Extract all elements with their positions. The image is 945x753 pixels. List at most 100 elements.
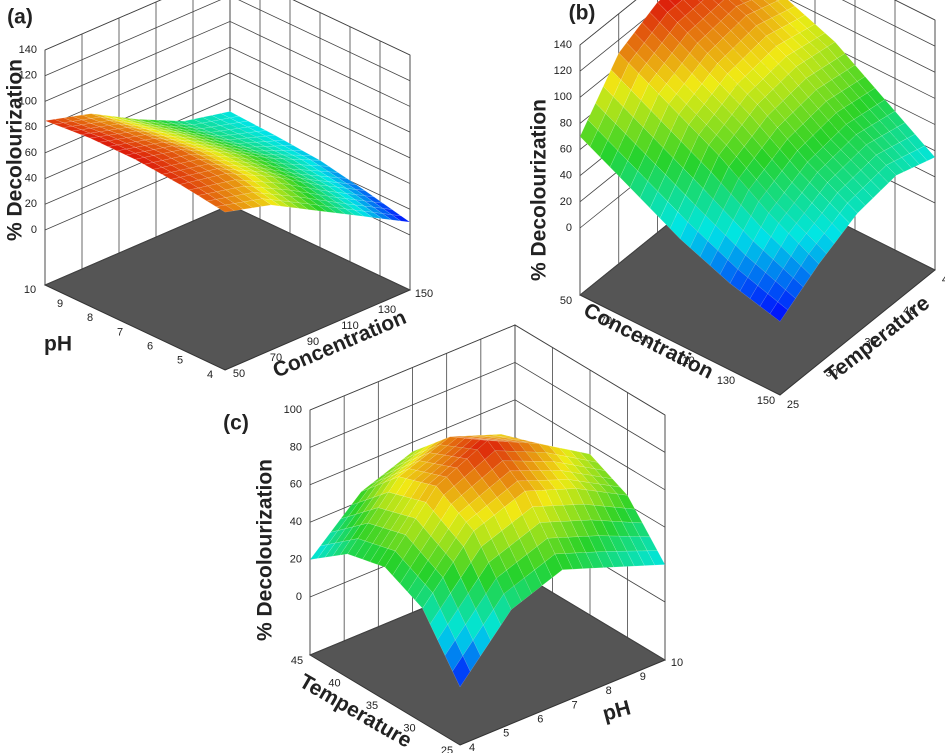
- surface-patch: [446, 437, 466, 447]
- surface-patch: [522, 506, 541, 531]
- surface-patch: [514, 490, 533, 516]
- surface-patch: [487, 440, 506, 452]
- z-tick-label: 120: [19, 70, 37, 82]
- surface-patch: [164, 123, 184, 128]
- z-tick-label: 80: [290, 441, 302, 453]
- surface-patch: [155, 119, 175, 125]
- surface-patch: [507, 441, 527, 453]
- x-tick-label: 150: [757, 395, 775, 407]
- grid-line: [44, 46, 411, 133]
- z-tick-label: 80: [25, 121, 37, 133]
- surface-patch: [236, 153, 256, 161]
- surface-patch: [909, 149, 928, 165]
- surface-patch: [605, 551, 625, 568]
- x-tick-label: 6: [537, 714, 543, 726]
- z-tick-label: 40: [290, 516, 302, 528]
- y-tick-label: 25: [787, 399, 799, 411]
- surface-patch: [808, 243, 827, 265]
- x-tick-label: 110: [341, 320, 359, 332]
- surface-patch: [475, 437, 494, 440]
- surface-patch: [326, 206, 346, 215]
- surface-patch: [44, 119, 65, 125]
- z-tick-label: 40: [25, 172, 37, 184]
- surface-patch: [270, 199, 290, 208]
- surface-patch: [464, 438, 483, 440]
- y-tick-label: 25: [441, 745, 453, 753]
- z-tick-label: 140: [19, 44, 37, 56]
- grid-line: [44, 20, 411, 107]
- surface-patch: [273, 145, 293, 151]
- surface-patch: [189, 165, 209, 174]
- y-tick-label: 45: [291, 655, 303, 667]
- surface-patch: [373, 212, 392, 221]
- surface-patch: [146, 124, 165, 129]
- surface-patch: [90, 116, 111, 123]
- z-tick-label: 100: [284, 404, 302, 416]
- surface-patch: [146, 119, 166, 124]
- x-tick-label: 8: [606, 685, 612, 697]
- z-tick-label: 100: [19, 95, 37, 107]
- x-tick-label: 70: [270, 352, 282, 364]
- surface-patch: [567, 536, 587, 554]
- surface-patch: [452, 655, 471, 688]
- surface-patch: [526, 545, 545, 571]
- surface-patch: [281, 174, 301, 182]
- x-tick-label: 5: [503, 728, 509, 740]
- z-tick-label: 0: [296, 591, 302, 603]
- surface-patch: [501, 522, 520, 547]
- z-tick-label: 0: [31, 224, 37, 236]
- surface-patch: [488, 436, 507, 439]
- y-tick-label: 8: [87, 312, 93, 324]
- surface-patch: [483, 608, 502, 641]
- surface-patch: [444, 446, 463, 457]
- surface-patch: [740, 0, 752, 4]
- surface-patch: [539, 521, 559, 539]
- surface-patch: [317, 542, 336, 559]
- surface-patch: [89, 121, 110, 128]
- surface-patch: [862, 180, 882, 199]
- y-tick-label: 40: [903, 305, 915, 317]
- x-tick-label: 50: [233, 368, 245, 380]
- surface-patch: [428, 475, 447, 487]
- grid-line: [579, 0, 936, 46]
- z-tick-label: 100: [554, 91, 572, 103]
- surface-patch: [554, 553, 574, 570]
- surface-patch: [423, 463, 443, 474]
- surface-patch: [480, 434, 499, 437]
- surface-patch: [476, 440, 496, 460]
- surface-patch: [588, 535, 607, 553]
- x-tick-label: 90: [640, 335, 652, 347]
- grid-line: [44, 0, 411, 82]
- surface-patch: [459, 448, 478, 459]
- x-tick-label: 150: [415, 288, 433, 300]
- surface-patch: [328, 176, 347, 184]
- z-tick-label: 40: [560, 170, 572, 182]
- grid-line: [309, 324, 666, 416]
- surface-patch: [215, 189, 236, 198]
- surface-patch: [500, 440, 519, 443]
- y-tick-label: 40: [328, 677, 340, 689]
- surface-patch: [282, 167, 301, 175]
- surface-patch: [467, 436, 486, 439]
- surface-patch: [506, 561, 525, 587]
- surface-patch: [367, 507, 387, 526]
- z-tick-label: 20: [25, 198, 37, 210]
- surface-patch: [854, 187, 874, 206]
- surface-patch: [161, 172, 181, 180]
- panel-label: (a): [7, 6, 33, 29]
- x-tick-label: 10: [671, 657, 683, 669]
- surface-patch: [174, 123, 193, 129]
- z-axis-title: % Decolourization: [528, 99, 551, 281]
- z-tick-label: 20: [560, 196, 572, 208]
- surface-patch: [108, 123, 129, 130]
- x-tick-label: 110: [677, 355, 695, 367]
- surface-patch: [800, 253, 820, 276]
- surface-patch: [505, 437, 524, 441]
- surface-patch: [562, 504, 582, 522]
- z-axis-title: % Decolourization: [4, 59, 27, 241]
- surface-patch: [831, 212, 851, 234]
- z-tick-label: 140: [554, 39, 572, 51]
- y-tick-label: 9: [57, 298, 63, 310]
- surface-patch: [298, 202, 319, 212]
- surface-patch: [577, 536, 597, 553]
